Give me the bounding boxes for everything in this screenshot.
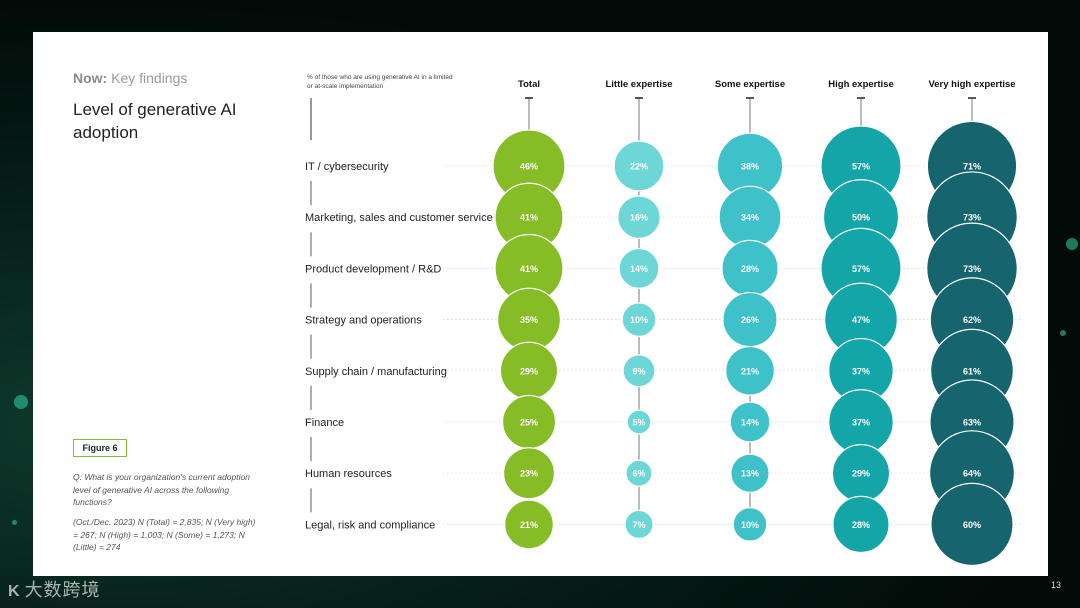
data-label: 57% [852,162,870,172]
decor-speck [1066,238,1078,250]
data-label: 7% [632,520,645,530]
bubble [504,499,554,550]
data-label: 28% [852,520,870,530]
slide: Now: Key findings Level of generative AI… [33,32,1048,576]
data-label: 64% [963,469,981,479]
data-label: 14% [741,418,759,428]
row-label: Marketing, sales and customer service [305,212,493,224]
data-label: 29% [852,469,870,479]
data-label: 13% [741,469,759,479]
column-header: Little expertise [605,79,672,90]
kicker-rest: Key findings [107,70,188,86]
bubble [732,507,768,542]
data-label: 41% [520,264,538,274]
sample-base-note: (Oct./Dec. 2023) N (Total) = 2,835; N (V… [73,517,256,552]
data-label: 34% [741,213,759,223]
bubble [621,302,657,337]
data-label: 22% [630,162,648,172]
watermark-text: 大数跨境 [24,580,101,600]
data-label: 60% [963,520,981,530]
data-label: 38% [741,162,759,172]
data-label: 57% [852,264,870,274]
bubble [625,459,653,487]
data-label: 6% [632,469,645,479]
row-label: Product development / R&D [305,263,441,275]
decor-speck [12,520,17,525]
row-label: Strategy and operations [305,315,422,327]
data-label: 21% [520,520,538,530]
row-label: Legal, risk and compliance [305,519,435,531]
data-label: 50% [852,213,870,223]
bubble [729,401,771,443]
bubble [730,453,770,493]
data-label: 5% [632,418,645,428]
data-label: 63% [963,418,981,428]
data-label: 73% [963,213,981,223]
data-label: 28% [741,264,759,274]
column-header: Some expertise [715,79,785,90]
bubble [622,354,656,388]
bubble-chart: Total Little expertise Some expertise High … [305,79,1023,567]
data-label: 21% [741,366,759,376]
bubble [626,409,652,435]
column-header: High expertise [828,79,893,90]
row-label: IT / cybersecurity [305,161,389,173]
section-kicker: Now: Key findings [73,70,187,86]
data-label: 29% [520,366,538,376]
data-label: 37% [852,366,870,376]
row-label: Human resources [305,468,392,480]
data-label: 73% [963,264,981,274]
figure-badge: Figure 6 [73,439,127,457]
measure-note: % of those who are using generative AI i… [307,74,453,90]
page-title: Level of generative AI adoption [73,100,237,142]
bubble [624,509,654,540]
bubble [618,247,660,289]
data-label: 46% [520,162,538,172]
data-label: 10% [741,520,759,530]
data-label: 10% [630,315,648,325]
row-label: Supply chain / manufacturing [305,366,447,378]
column-header: Total [518,79,540,90]
data-label: 23% [520,469,538,479]
bubble [832,495,890,554]
data-label: 62% [963,315,981,325]
data-label: 71% [963,162,981,172]
page-number: 13 [1051,580,1062,590]
bubble [725,345,775,396]
data-label: 9% [632,366,645,376]
kicker-bold: Now: [73,70,108,86]
decor-speck [1060,330,1066,336]
data-label: 16% [630,213,648,223]
data-label: 41% [520,213,538,223]
row-label: Finance [305,417,344,429]
watermark: K 大数跨境 [8,576,101,602]
bubble [502,447,556,500]
data-label: 47% [852,315,870,325]
data-label: 26% [741,315,759,325]
data-label: 25% [520,418,538,428]
data-label: 14% [630,264,648,274]
bubble [930,482,1014,567]
watermark-logo: K [8,583,21,600]
data-label: 37% [852,418,870,428]
bubble [617,195,661,240]
decor-speck [14,395,28,409]
data-label: 35% [520,315,538,325]
survey-question: Q: What is your organization's current a… [73,472,250,507]
column-header: Very high expertise [928,79,1015,90]
bubble [613,140,665,192]
data-label: 61% [963,366,981,376]
